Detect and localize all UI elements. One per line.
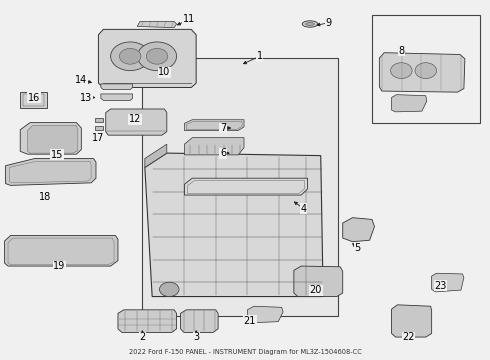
Bar	[372, 15, 480, 123]
Text: 2: 2	[139, 332, 146, 342]
Polygon shape	[343, 218, 374, 242]
Bar	[23, 94, 44, 106]
Text: 20: 20	[310, 285, 322, 296]
Text: 19: 19	[53, 261, 66, 271]
Polygon shape	[138, 22, 176, 28]
Text: 8: 8	[398, 46, 404, 56]
Text: 16: 16	[28, 93, 40, 103]
Circle shape	[138, 42, 176, 71]
Polygon shape	[20, 92, 47, 108]
Text: 22: 22	[402, 332, 415, 342]
Polygon shape	[95, 118, 103, 122]
Text: 10: 10	[158, 67, 171, 77]
Polygon shape	[392, 95, 427, 112]
Text: 9: 9	[325, 18, 331, 28]
Polygon shape	[184, 178, 308, 195]
Polygon shape	[106, 109, 167, 135]
Polygon shape	[101, 94, 133, 100]
Text: 2022 Ford F-150 PANEL - INSTRUMENT Diagram for ML3Z-1504608-CC: 2022 Ford F-150 PANEL - INSTRUMENT Diagr…	[128, 349, 362, 355]
Polygon shape	[95, 126, 103, 130]
Text: 18: 18	[39, 192, 51, 202]
Text: 13: 13	[80, 93, 92, 103]
Polygon shape	[184, 120, 244, 131]
Polygon shape	[184, 138, 244, 155]
Circle shape	[415, 63, 437, 78]
Circle shape	[111, 42, 150, 71]
Polygon shape	[145, 144, 167, 167]
Polygon shape	[20, 123, 81, 154]
Polygon shape	[98, 30, 196, 87]
Text: 5: 5	[354, 243, 361, 253]
Polygon shape	[101, 84, 133, 90]
Polygon shape	[27, 126, 78, 153]
Polygon shape	[118, 310, 176, 332]
Polygon shape	[145, 153, 323, 297]
Ellipse shape	[306, 23, 315, 26]
Polygon shape	[294, 266, 343, 297]
Polygon shape	[379, 53, 465, 92]
Polygon shape	[247, 306, 283, 323]
Bar	[143, 58, 338, 316]
Text: 14: 14	[75, 75, 87, 85]
Polygon shape	[4, 235, 118, 266]
Circle shape	[120, 48, 141, 64]
Ellipse shape	[302, 21, 318, 27]
Text: 11: 11	[183, 14, 195, 24]
Text: 4: 4	[300, 204, 307, 214]
Polygon shape	[432, 273, 464, 292]
Polygon shape	[180, 310, 218, 332]
Polygon shape	[186, 122, 242, 130]
Text: 7: 7	[220, 123, 226, 133]
Text: 1: 1	[257, 51, 263, 61]
Circle shape	[391, 63, 412, 78]
Text: 3: 3	[193, 332, 199, 342]
Text: 21: 21	[244, 316, 256, 325]
Text: 17: 17	[92, 133, 104, 143]
Circle shape	[159, 282, 179, 297]
Text: 6: 6	[220, 148, 226, 158]
Polygon shape	[392, 305, 432, 337]
Text: 12: 12	[129, 114, 141, 124]
Text: 23: 23	[434, 281, 446, 291]
Circle shape	[147, 48, 168, 64]
Polygon shape	[5, 158, 96, 185]
Text: 15: 15	[50, 150, 63, 160]
